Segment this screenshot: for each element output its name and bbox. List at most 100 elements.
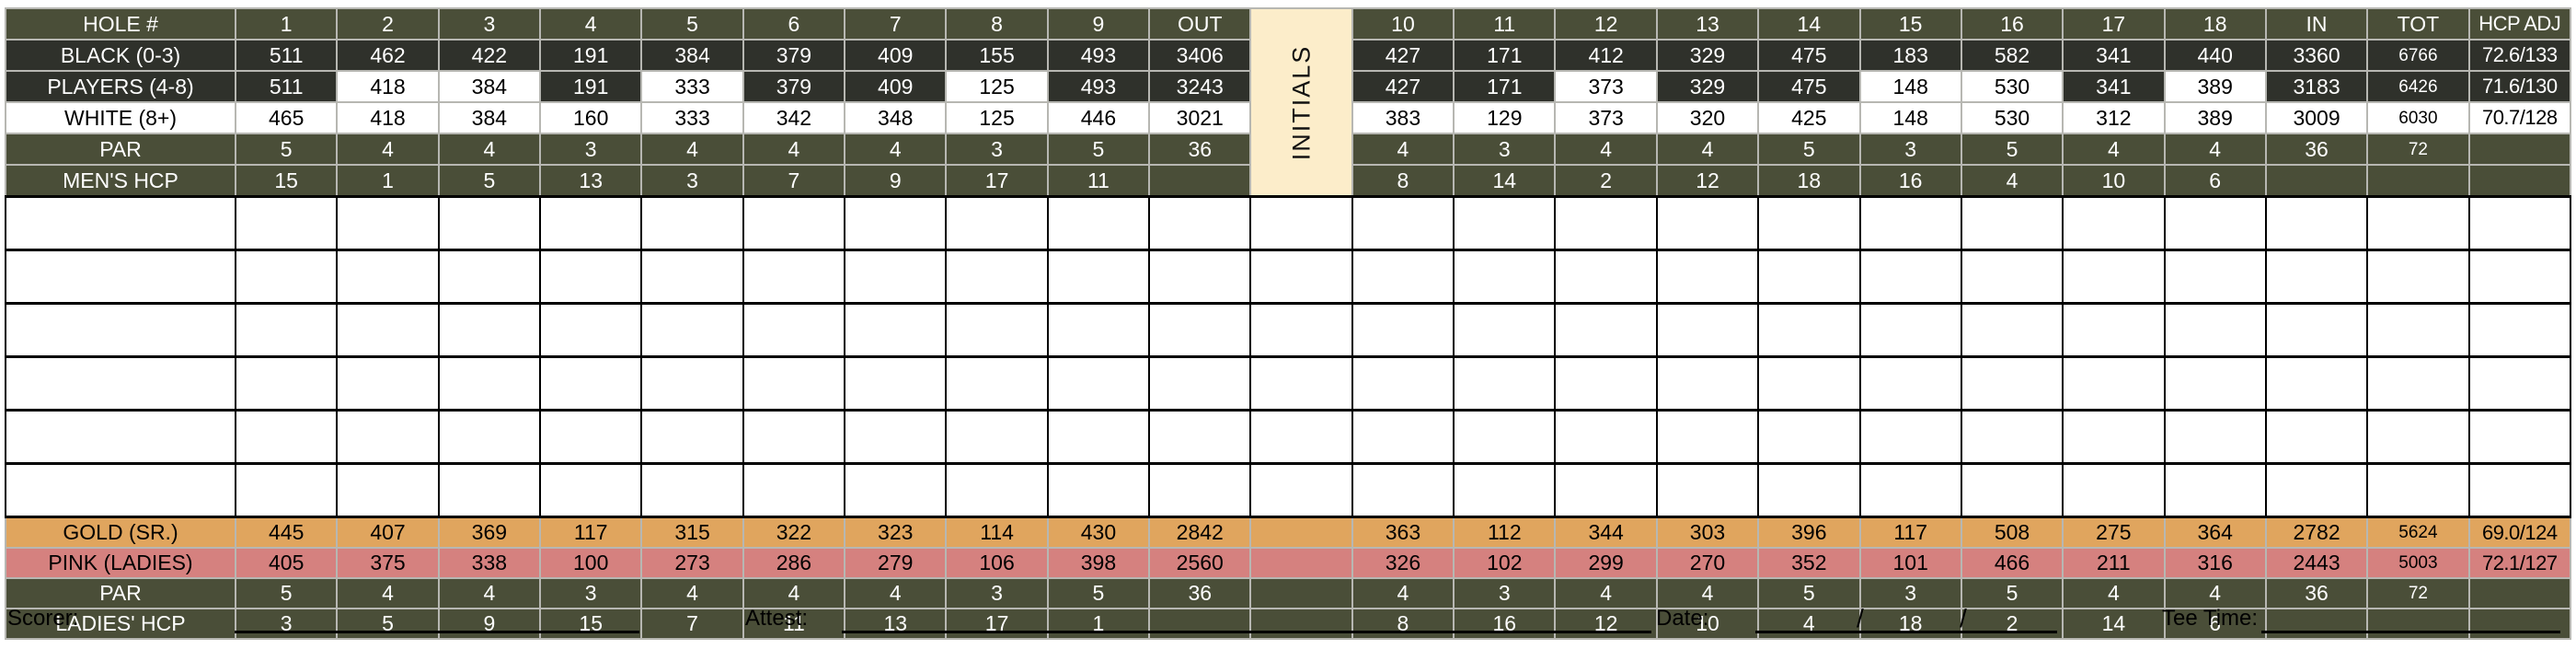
score-cell-r3-hole-14[interactable] xyxy=(1757,302,1861,358)
score-cell-r4-hole-13[interactable] xyxy=(1655,355,1760,412)
score-cell-r5-hole-2[interactable] xyxy=(336,409,440,465)
score-cell-r4-hole-16[interactable] xyxy=(1960,355,2064,412)
score-cell-r3-hole-2[interactable] xyxy=(336,302,440,358)
score-cell-r2-out[interactable] xyxy=(1148,249,1252,305)
score-cell-r6-hole-9[interactable] xyxy=(1046,462,1151,518)
score-cell-r5-hole-1[interactable] xyxy=(234,409,339,465)
score-cell-r3-total[interactable] xyxy=(2366,302,2470,358)
score-cell-r5-hole-13[interactable] xyxy=(1655,409,1760,465)
score-cell-r1-hole-11[interactable] xyxy=(1453,195,1557,251)
score-cell-r2-hole-4[interactable] xyxy=(539,249,643,305)
date-line[interactable] xyxy=(1755,631,2057,633)
cell-par2-initials[interactable] xyxy=(1249,577,1353,609)
score-cell-r5-hole-7[interactable] xyxy=(844,409,948,465)
score-cell-r4-hole-3[interactable] xyxy=(437,355,542,412)
initials-cell[interactable]: INITIALS xyxy=(1249,7,1353,198)
score-cell-r4-hole-17[interactable] xyxy=(2062,355,2166,412)
score-cell-r5-hole-11[interactable] xyxy=(1453,409,1557,465)
score-cell-r6-hole-8[interactable] xyxy=(945,462,1049,518)
score-cell-r6-hole-2[interactable] xyxy=(336,462,440,518)
score-cell-r1-hole-1[interactable] xyxy=(234,195,339,251)
score-cell-r5-hole-5[interactable] xyxy=(640,409,744,465)
score-cell-r2-hole-10[interactable] xyxy=(1351,249,1455,305)
score-cell-r1-hole-12[interactable] xyxy=(1554,195,1658,251)
score-cell-r4-hole-8[interactable] xyxy=(945,355,1049,412)
score-cell-r3-initials[interactable] xyxy=(1249,302,1353,358)
score-cell-r5-hole-6[interactable] xyxy=(742,409,846,465)
score-cell-r2-hole-18[interactable] xyxy=(2163,249,2267,305)
score-cell-r4-hole-18[interactable] xyxy=(2163,355,2267,412)
score-cell-r6-hole-7[interactable] xyxy=(844,462,948,518)
score-cell-r3-hole-15[interactable] xyxy=(1858,302,1962,358)
score-cell-r4-hole-15[interactable] xyxy=(1858,355,1962,412)
score-cell-r5-hole-15[interactable] xyxy=(1858,409,1962,465)
score-cell-r2-hcp-adj[interactable] xyxy=(2467,249,2572,305)
score-cell-r3-hole-17[interactable] xyxy=(2062,302,2166,358)
score-cell-r6-name[interactable] xyxy=(5,462,236,518)
score-cell-r2-hole-6[interactable] xyxy=(742,249,846,305)
score-cell-r5-hole-9[interactable] xyxy=(1046,409,1151,465)
score-cell-r1-total[interactable] xyxy=(2366,195,2470,251)
score-cell-r1-hole-7[interactable] xyxy=(844,195,948,251)
score-cell-r6-in[interactable] xyxy=(2264,462,2369,518)
score-cell-r6-hcp-adj[interactable] xyxy=(2467,462,2572,518)
score-cell-r5-hole-17[interactable] xyxy=(2062,409,2166,465)
score-cell-r1-hole-17[interactable] xyxy=(2062,195,2166,251)
score-cell-r1-hole-3[interactable] xyxy=(437,195,542,251)
score-cell-r1-hole-4[interactable] xyxy=(539,195,643,251)
score-cell-r3-hole-18[interactable] xyxy=(2163,302,2267,358)
score-cell-r5-hole-12[interactable] xyxy=(1554,409,1658,465)
score-cell-r3-hcp-adj[interactable] xyxy=(2467,302,2572,358)
score-cell-r1-hole-5[interactable] xyxy=(640,195,744,251)
score-cell-r2-hole-3[interactable] xyxy=(437,249,542,305)
score-cell-r4-hole-7[interactable] xyxy=(844,355,948,412)
score-cell-r4-hole-4[interactable] xyxy=(539,355,643,412)
score-cell-r2-hole-12[interactable] xyxy=(1554,249,1658,305)
score-cell-r2-hole-1[interactable] xyxy=(234,249,339,305)
score-cell-r4-hole-2[interactable] xyxy=(336,355,440,412)
score-cell-r5-hole-3[interactable] xyxy=(437,409,542,465)
score-cell-r3-name[interactable] xyxy=(5,302,236,358)
score-cell-r6-hole-16[interactable] xyxy=(1960,462,2064,518)
tee-time-line[interactable] xyxy=(2261,631,2560,633)
score-cell-r2-hole-8[interactable] xyxy=(945,249,1049,305)
score-cell-r5-hole-4[interactable] xyxy=(539,409,643,465)
score-cell-r6-hole-12[interactable] xyxy=(1554,462,1658,518)
score-cell-r4-in[interactable] xyxy=(2264,355,2369,412)
score-cell-r1-hole-14[interactable] xyxy=(1757,195,1861,251)
score-cell-r6-hole-17[interactable] xyxy=(2062,462,2166,518)
score-cell-r6-hole-13[interactable] xyxy=(1655,462,1760,518)
score-cell-r2-hole-9[interactable] xyxy=(1046,249,1151,305)
score-cell-r4-name[interactable] xyxy=(5,355,236,412)
score-cell-r4-total[interactable] xyxy=(2366,355,2470,412)
score-cell-r6-hole-6[interactable] xyxy=(742,462,846,518)
score-cell-r4-hole-6[interactable] xyxy=(742,355,846,412)
score-cell-r4-hole-9[interactable] xyxy=(1046,355,1151,412)
score-cell-r3-hole-11[interactable] xyxy=(1453,302,1557,358)
score-cell-r1-hole-16[interactable] xyxy=(1960,195,2064,251)
score-cell-r6-hole-14[interactable] xyxy=(1757,462,1861,518)
score-cell-r6-hole-10[interactable] xyxy=(1351,462,1455,518)
score-cell-r5-total[interactable] xyxy=(2366,409,2470,465)
cell-gold-initials[interactable] xyxy=(1249,516,1353,549)
score-cell-r2-hole-17[interactable] xyxy=(2062,249,2166,305)
score-cell-r3-hole-8[interactable] xyxy=(945,302,1049,358)
score-cell-r2-in[interactable] xyxy=(2264,249,2369,305)
score-cell-r3-hole-12[interactable] xyxy=(1554,302,1658,358)
score-cell-r3-out[interactable] xyxy=(1148,302,1252,358)
score-cell-r1-hole-2[interactable] xyxy=(336,195,440,251)
score-cell-r3-hole-5[interactable] xyxy=(640,302,744,358)
score-cell-r5-out[interactable] xyxy=(1148,409,1252,465)
score-cell-r2-hole-14[interactable] xyxy=(1757,249,1861,305)
score-cell-r2-hole-5[interactable] xyxy=(640,249,744,305)
score-cell-r1-hole-8[interactable] xyxy=(945,195,1049,251)
score-cell-r6-hole-3[interactable] xyxy=(437,462,542,518)
score-cell-r2-hole-2[interactable] xyxy=(336,249,440,305)
score-cell-r1-out[interactable] xyxy=(1148,195,1252,251)
score-cell-r3-in[interactable] xyxy=(2264,302,2369,358)
score-cell-r1-in[interactable] xyxy=(2264,195,2369,251)
score-cell-r3-hole-16[interactable] xyxy=(1960,302,2064,358)
score-cell-r3-hole-4[interactable] xyxy=(539,302,643,358)
attest-line[interactable] xyxy=(842,631,1651,633)
score-cell-r4-hole-14[interactable] xyxy=(1757,355,1861,412)
